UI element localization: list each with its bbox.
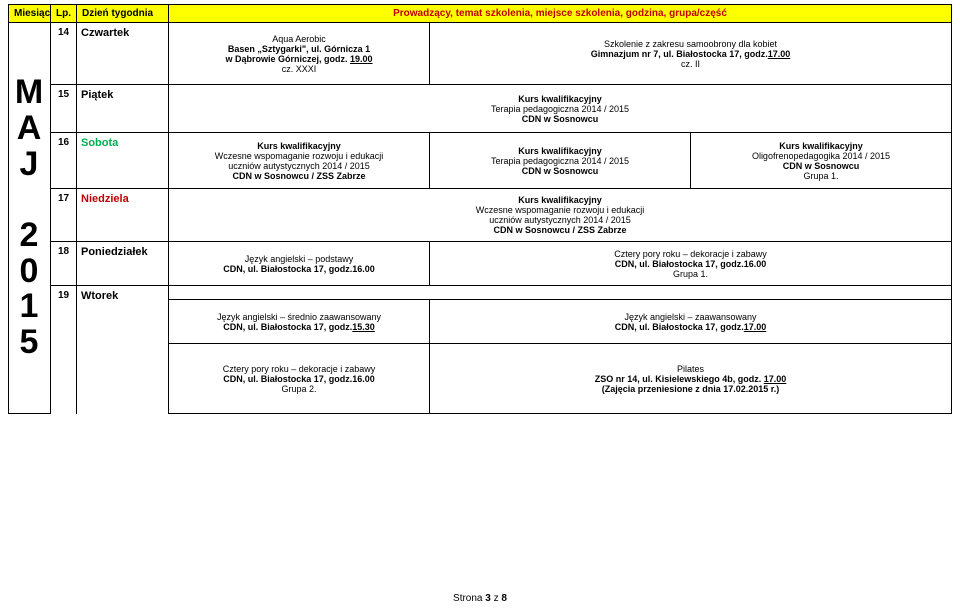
text: Gimnazjum nr 7, ul. Białostocka 17, godz… — [591, 49, 768, 59]
text: cz. XXXI — [282, 64, 317, 74]
text: 17.00 — [744, 322, 767, 332]
header-topic: Prowadzący, temat szkolenia, miejsce szk… — [169, 5, 952, 23]
text: 19.00 — [350, 54, 373, 64]
cell-content: Język angielski – podstawy CDN, ul. Biał… — [169, 242, 430, 286]
text: Kurs kwalifikacyjny — [518, 94, 602, 104]
text: Szkolenie z zakresu samoobrony dla kobie… — [604, 39, 777, 49]
page-footer: Strona 3 z 8 — [0, 593, 960, 604]
text: CDN w Sosnowcu — [522, 166, 599, 176]
text: Grupa 2. — [281, 384, 316, 394]
text: Cztery pory roku – dekoracje i zabawy — [614, 249, 767, 259]
header-row: Miesiąc Lp. Dzień tygodnia Prowadzący, t… — [9, 5, 952, 23]
text: CDN, ul. Białostocka 17, godz.16.00 — [615, 259, 767, 269]
header-month: Miesiąc — [9, 5, 51, 23]
text: (Zajęcia przeniesione z dnia 17.02.2015 … — [602, 384, 780, 394]
text: Terapia pedagogiczna 2014 / 2015 — [491, 156, 629, 166]
cell-content: Aqua Aerobic Basen „Sztygarki", ul. Górn… — [169, 23, 430, 85]
cell-content: Cztery pory roku – dekoracje i zabawy CD… — [169, 344, 430, 414]
text: CDN, ul. Białostocka 17, godz.16.00 — [223, 374, 375, 384]
text: CDN, ul. Białostocka 17, godz. — [615, 322, 744, 332]
text: Grupa 1. — [803, 171, 838, 181]
text: Kurs kwalifikacyjny — [518, 195, 602, 205]
row-day: Czwartek — [77, 23, 169, 85]
row-lp: 17 — [51, 189, 77, 242]
row-day: Wtorek — [77, 286, 169, 414]
row-lp: 14 — [51, 23, 77, 85]
text: CDN, ul. Białostocka 17, godz.16.00 — [223, 264, 375, 274]
cell-content: Język angielski – zaawansowany CDN, ul. … — [430, 300, 952, 344]
text: cz. II — [681, 59, 700, 69]
cell-content: Pilates ZSO nr 14, ul. Kisielewskiego 4b… — [430, 344, 952, 414]
cell-spacer — [169, 286, 952, 300]
text: Cztery pory roku – dekoracje i zabawy — [223, 364, 376, 374]
text: Aqua Aerobic — [272, 34, 326, 44]
cell-content: Kurs kwalifikacyjny Wczesne wspomaganie … — [169, 189, 952, 242]
text: w Dąbrowie Górniczej, godz. — [225, 54, 350, 64]
row-lp: 19 — [51, 286, 77, 414]
cell-content: Cztery pory roku – dekoracje i zabawy CD… — [430, 242, 952, 286]
text: Terapia pedagogiczna 2014 / 2015 — [491, 104, 629, 114]
cell-content: Kurs kwalifikacyjny Oligofrenopedagogika… — [691, 133, 952, 189]
text: Wczesne wspomaganie rozwoju i edukacji — [476, 205, 645, 215]
table-row: 18 Poniedziałek Język angielski – podsta… — [9, 242, 952, 286]
cell-content: Język angielski – średnio zaawansowany C… — [169, 300, 430, 344]
row-day: Piątek — [77, 85, 169, 133]
header-day: Dzień tygodnia — [77, 5, 169, 23]
text: Kurs kwalifikacyjny — [257, 141, 341, 151]
schedule-table: Miesiąc Lp. Dzień tygodnia Prowadzący, t… — [8, 4, 952, 414]
text: Basen „Sztygarki", ul. Górnicza 1 — [228, 44, 370, 54]
row-lp: 15 — [51, 85, 77, 133]
text: CDN w Sosnowcu / ZSS Zabrze — [493, 225, 626, 235]
cell-content: Kurs kwalifikacyjny Wczesne wspomaganie … — [169, 133, 430, 189]
month-side-label: MAJ2015 — [9, 23, 51, 414]
row-lp: 18 — [51, 242, 77, 286]
row-day: Poniedziałek — [77, 242, 169, 286]
text: 15.30 — [352, 322, 375, 332]
text: CDN w Sosnowcu — [783, 161, 860, 171]
text: ZSO nr 14, ul. Kisielewskiego 4b, godz. — [595, 374, 764, 384]
text: 17.00 — [768, 49, 791, 59]
cell-content: Kurs kwalifikacyjny Terapia pedagogiczna… — [169, 85, 952, 133]
table-row: 17 Niedziela Kurs kwalifikacyjny Wczesne… — [9, 189, 952, 242]
text: CDN w Sosnowcu / ZSS Zabrze — [232, 171, 365, 181]
row-day: Niedziela — [77, 189, 169, 242]
text: Język angielski – średnio zaawansowany — [217, 312, 381, 322]
cell-content: Kurs kwalifikacyjny Terapia pedagogiczna… — [430, 133, 691, 189]
text: Kurs kwalifikacyjny — [779, 141, 863, 151]
row-lp: 16 — [51, 133, 77, 189]
text: 17.00 — [764, 374, 787, 384]
table-row: 16 Sobota Kurs kwalifikacyjny Wczesne ws… — [9, 133, 952, 189]
cell-content: Szkolenie z zakresu samoobrony dla kobie… — [430, 23, 952, 85]
text: Język angielski – zaawansowany — [624, 312, 756, 322]
text: uczniów autystycznych 2014 / 2015 — [228, 161, 370, 171]
text: Wczesne wspomaganie rozwoju i edukacji — [215, 151, 384, 161]
text: Grupa 1. — [673, 269, 708, 279]
text: Oligofrenopedagogika 2014 / 2015 — [752, 151, 890, 161]
header-lp: Lp. — [51, 5, 77, 23]
text: Pilates — [677, 364, 704, 374]
table-row: 19 Wtorek — [9, 286, 952, 300]
table-row: MAJ2015 14 Czwartek Aqua Aerobic Basen „… — [9, 23, 952, 85]
text: uczniów autystycznych 2014 / 2015 — [489, 215, 631, 225]
text: CDN w Sosnowcu — [522, 114, 599, 124]
row-day: Sobota — [77, 133, 169, 189]
text: Język angielski – podstawy — [245, 254, 354, 264]
text: Kurs kwalifikacyjny — [518, 146, 602, 156]
table-row: 15 Piątek Kurs kwalifikacyjny Terapia pe… — [9, 85, 952, 133]
text: CDN, ul. Białostocka 17, godz. — [223, 322, 352, 332]
